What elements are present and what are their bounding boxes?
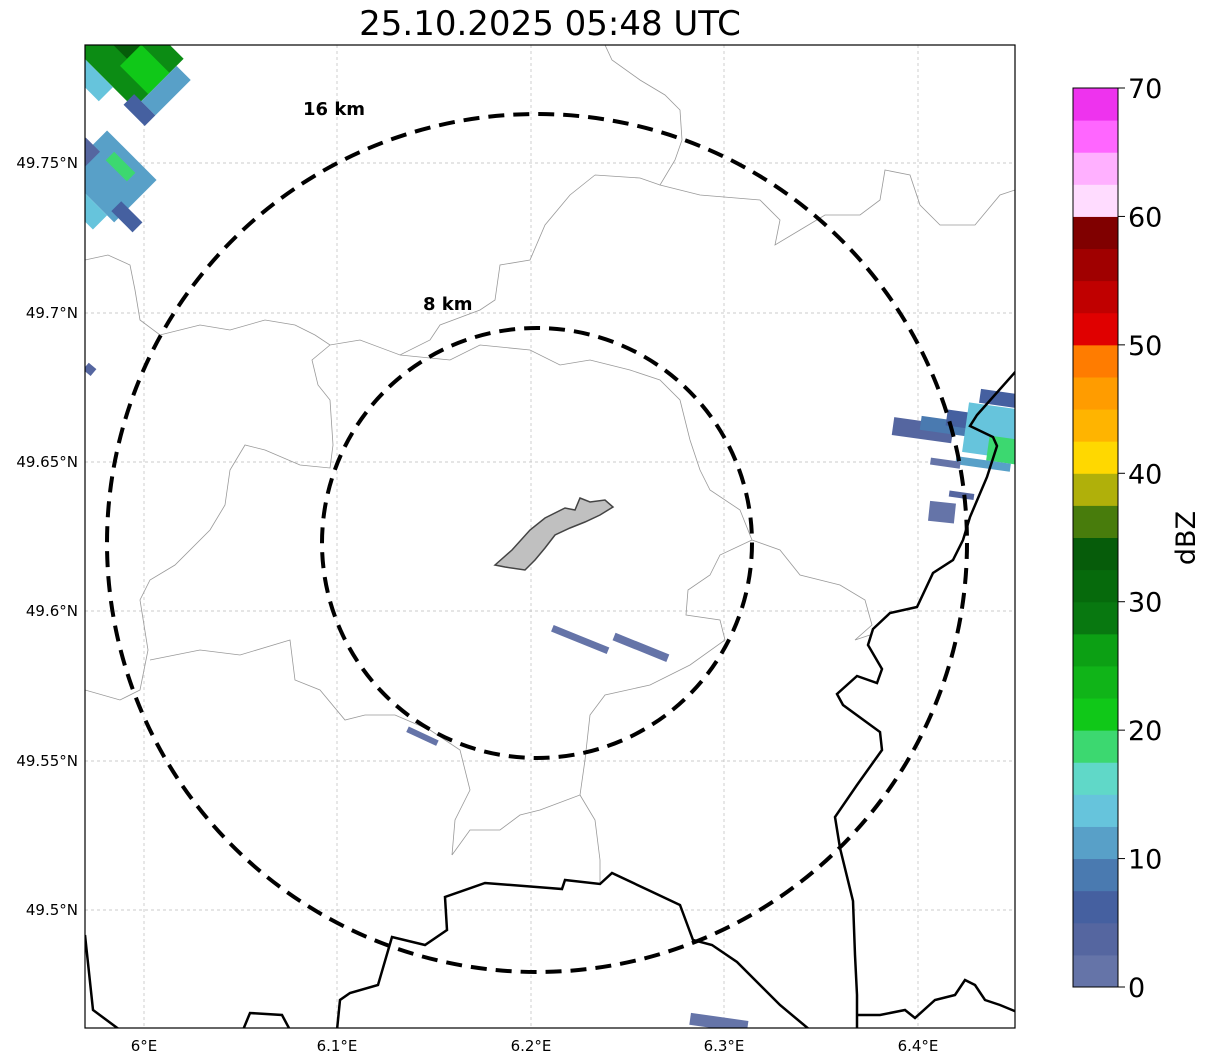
range-ring-8km [320, 326, 754, 760]
colorbar-bin [1073, 344, 1118, 378]
national-borders [85, 370, 1015, 1028]
lat-tick-label: 49.55°N [16, 752, 78, 770]
colorbar-bin [1073, 312, 1118, 346]
colorbar-bin [1073, 890, 1118, 924]
colorbar-bin [1073, 216, 1118, 250]
colorbar [1073, 88, 1118, 988]
lon-tick-label: 6.3°E [704, 1037, 745, 1055]
lon-tick-label: 6.4°E [898, 1037, 939, 1055]
latitude-ticks: 49.75°N 49.7°N 49.65°N 49.6°N 49.55°N 49.5°N [16, 154, 78, 919]
lat-tick-label: 49.75°N [16, 154, 78, 172]
lon-tick-label: 6.2°E [511, 1037, 552, 1055]
colorbar-bin [1073, 441, 1118, 474]
map-frame [84, 44, 1016, 1029]
colorbar-bin [1073, 730, 1118, 763]
colorbar-tick-label: 40 [1128, 459, 1162, 490]
colorbar-bin [1073, 537, 1118, 571]
colorbar-bin [1073, 601, 1118, 635]
colorbar-tick-label: 0 [1128, 973, 1145, 1004]
colorbar-ticks: 0 10 20 30 40 50 60 70 [1118, 74, 1162, 1004]
colorbar-tick-label: 10 [1128, 845, 1162, 876]
colorbar-bin [1073, 698, 1118, 731]
colorbar-bin [1073, 248, 1118, 282]
colorbar-bin [1073, 152, 1118, 185]
colorbar-bin [1073, 762, 1118, 795]
colorbar-bin [1073, 505, 1118, 538]
colorbar-bin [1073, 120, 1118, 153]
radar-echoes [85, 45, 1015, 1028]
colorbar-bin [1073, 569, 1118, 603]
lon-tick-label: 6°E [131, 1037, 158, 1055]
colorbar-bin [1073, 826, 1118, 860]
colorbar-bin [1073, 376, 1118, 410]
commune-boundaries [85, 45, 1015, 884]
city-area [493, 497, 615, 571]
lon-tick-label: 6.1°E [317, 1037, 358, 1055]
colorbar-bin [1073, 954, 1118, 988]
lat-tick-label: 49.65°N [16, 453, 78, 471]
range-ring-label-16km: 16 km [303, 99, 365, 120]
lat-tick-label: 49.7°N [26, 304, 78, 322]
colorbar-bin [1073, 184, 1118, 217]
colorbar-bin [1073, 409, 1118, 442]
lat-tick-label: 49.6°N [26, 602, 78, 620]
colorbar-bin [1073, 922, 1118, 956]
colorbar-bin [1073, 280, 1118, 314]
colorbar-tick-label: 20 [1128, 716, 1162, 747]
colorbar-tick-label: 50 [1128, 331, 1162, 362]
colorbar-bin [1073, 665, 1118, 699]
map-title: 25.10.2025 05:48 UTC [359, 4, 741, 44]
colorbar-bin [1073, 858, 1118, 892]
colorbar-tick-label: 60 [1128, 202, 1162, 233]
gridlines [85, 45, 1015, 1028]
colorbar-label: dBZ [1171, 511, 1202, 565]
colorbar-tick-label: 70 [1128, 74, 1162, 105]
colorbar-tick-label: 30 [1128, 588, 1162, 619]
longitude-ticks: 6°E 6.1°E 6.2°E 6.3°E 6.4°E [131, 1037, 939, 1055]
range-ring-label-8km: 8 km [423, 294, 473, 315]
colorbar-bin [1073, 88, 1118, 121]
lat-tick-label: 49.5°N [26, 901, 78, 919]
range-ring-16km [105, 112, 969, 974]
colorbar-bin [1073, 633, 1118, 667]
colorbar-bin [1073, 794, 1118, 827]
colorbar-bin [1073, 473, 1118, 506]
